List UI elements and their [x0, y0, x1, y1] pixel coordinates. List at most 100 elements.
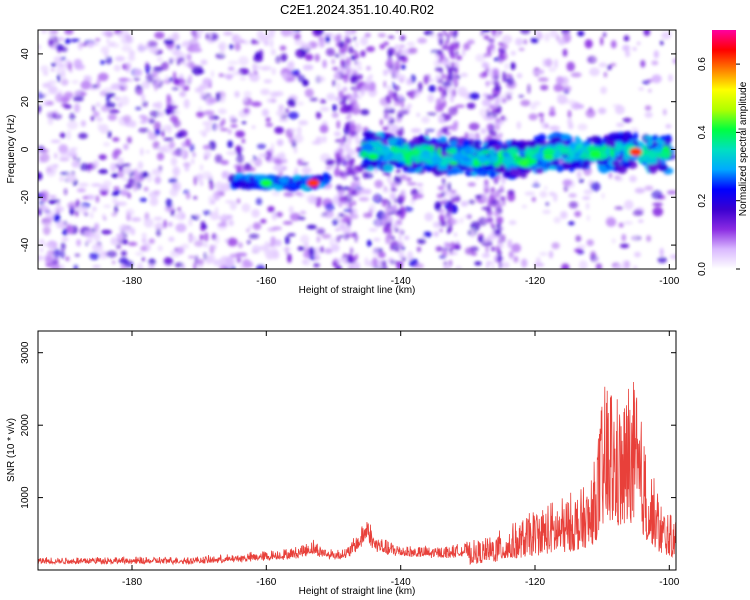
heatmap-noise-cell	[381, 213, 389, 220]
heatmap-ridge-cell	[502, 171, 513, 179]
heatmap-noise-cell	[182, 213, 186, 220]
heatmap-noise-cell	[330, 165, 335, 169]
heatmap-ridge-cell	[547, 165, 557, 171]
heatmap-noise-cell	[218, 73, 225, 77]
heatmap-noise-cell	[193, 196, 198, 200]
heatmap-noise-cell	[494, 123, 500, 131]
heatmap-noise-cell	[224, 238, 228, 243]
heatmap-noise-cell	[418, 187, 423, 195]
heatmap-y-axis-label: Frequency (Hz)	[6, 115, 17, 184]
heatmap-noise-cell	[406, 41, 415, 47]
heatmap-ridge-cell	[488, 170, 497, 179]
heatmap-noise-cell	[38, 150, 43, 158]
heatmap-noise-cell	[203, 252, 207, 261]
heatmap-noise-cell	[638, 219, 644, 223]
heatmap-noise-cell	[364, 172, 374, 179]
heatmap-noise-cell	[200, 92, 207, 97]
heatmap-noise-cell	[273, 158, 284, 165]
heatmap-noise-cell	[560, 211, 568, 219]
heatmap-noise-cell	[396, 168, 401, 173]
heatmap-noise-cell	[421, 116, 430, 124]
heatmap-noise-cell	[71, 79, 79, 85]
heatmap-noise-cell	[282, 72, 288, 80]
heatmap-noise-cell	[336, 120, 341, 129]
heatmap-noise-cell	[47, 116, 54, 126]
heatmap-noise-cell	[198, 83, 209, 90]
heatmap-noise-cell	[180, 148, 186, 158]
heatmap-ridge-cell	[488, 147, 496, 157]
heatmap-ridge-cell	[542, 154, 554, 160]
heatmap-noise-cell	[394, 227, 399, 233]
heatmap-noise-cell	[331, 58, 336, 65]
heatmap-noise-cell	[300, 234, 310, 244]
heatmap-noise-cell	[445, 40, 448, 48]
heatmap-noise-cell	[163, 137, 174, 142]
heatmap-noise-cell	[382, 188, 390, 193]
heatmap-noise-cell	[570, 72, 582, 78]
heatmap-noise-cell	[174, 262, 185, 268]
heatmap-noise-cell	[53, 206, 63, 215]
heatmap-noise-cell	[486, 80, 489, 88]
heatmap-noise-cell	[294, 33, 301, 41]
heatmap-noise-cell	[218, 108, 227, 115]
heatmap-noise-cell	[209, 31, 212, 40]
heatmap-noise-cell	[89, 252, 100, 261]
heatmap-ridge-cell	[380, 147, 392, 156]
snr-frame	[37, 330, 677, 571]
heatmap-noise-cell	[95, 38, 101, 42]
heatmap-noise-cell	[271, 67, 277, 76]
heatmap-noise-cell	[335, 228, 341, 232]
heatmap-noise-cell	[322, 135, 327, 143]
heatmap-noise-cell	[381, 260, 387, 267]
heatmap-noise-cell	[668, 74, 673, 82]
heatmap-noise-cell	[634, 251, 641, 258]
heatmap-noise-cell	[625, 50, 631, 58]
heatmap-noise-cell	[388, 108, 396, 114]
heatmap-noise-cell	[493, 190, 501, 199]
heatmap-noise-cell	[372, 257, 378, 267]
heatmap-noise-cell	[169, 77, 173, 82]
heatmap-noise-cell	[487, 49, 492, 58]
heatmap-noise-cell	[118, 32, 122, 38]
heatmap-noise-cell	[652, 206, 664, 217]
heatmap-noise-cell	[200, 59, 208, 65]
heatmap-noise-cell	[238, 56, 249, 66]
heatmap-ridge-cell	[659, 135, 670, 141]
heatmap-noise-cell	[567, 109, 572, 119]
heatmap-noise-cell	[334, 53, 341, 58]
heatmap-noise-cell	[393, 93, 399, 102]
heatmap-noise-cell	[223, 31, 233, 36]
heatmap-noise-cell	[407, 182, 417, 186]
heatmap-noise-cell	[290, 69, 300, 76]
heatmap-noise-cell	[501, 34, 513, 44]
heatmap-noise-cell	[54, 152, 58, 159]
heatmap-noise-cell	[75, 199, 80, 208]
heatmap-noise-cell	[176, 44, 180, 50]
heatmap-noise-cell	[316, 228, 326, 235]
heatmap-noise-cell	[453, 67, 457, 72]
heatmap-noise-cell	[236, 153, 244, 164]
heatmap-noise-cell	[531, 196, 536, 202]
heatmap-noise-cell	[448, 199, 453, 206]
heatmap-noise-cell	[377, 33, 386, 38]
heatmap-ridge-cell	[477, 156, 490, 162]
heatmap-noise-cell	[508, 220, 517, 225]
heatmap-peak	[361, 143, 374, 152]
heatmap-noise-cell	[76, 239, 81, 247]
heatmap-noise-cell	[142, 115, 148, 122]
heatmap-noise-cell	[288, 134, 294, 144]
heatmap-noise-cell	[386, 174, 392, 184]
heatmap-noise-cell	[97, 72, 109, 82]
heatmap-noise-cell	[351, 30, 357, 34]
heatmap-noise-cell	[467, 39, 475, 45]
heatmap-noise-cell	[79, 92, 87, 96]
heatmap-noise-cell	[229, 44, 234, 50]
heatmap-noise-cell	[379, 43, 386, 50]
heatmap-noise-cell	[172, 119, 181, 128]
heatmap-noise-cell	[176, 246, 185, 255]
heatmap-noise-cell	[175, 223, 187, 233]
heatmap-noise-cell	[393, 175, 400, 184]
heatmap-noise-cell	[106, 250, 117, 258]
heatmap-noise-cell	[502, 198, 506, 206]
heatmap-noise-cell	[438, 119, 445, 124]
